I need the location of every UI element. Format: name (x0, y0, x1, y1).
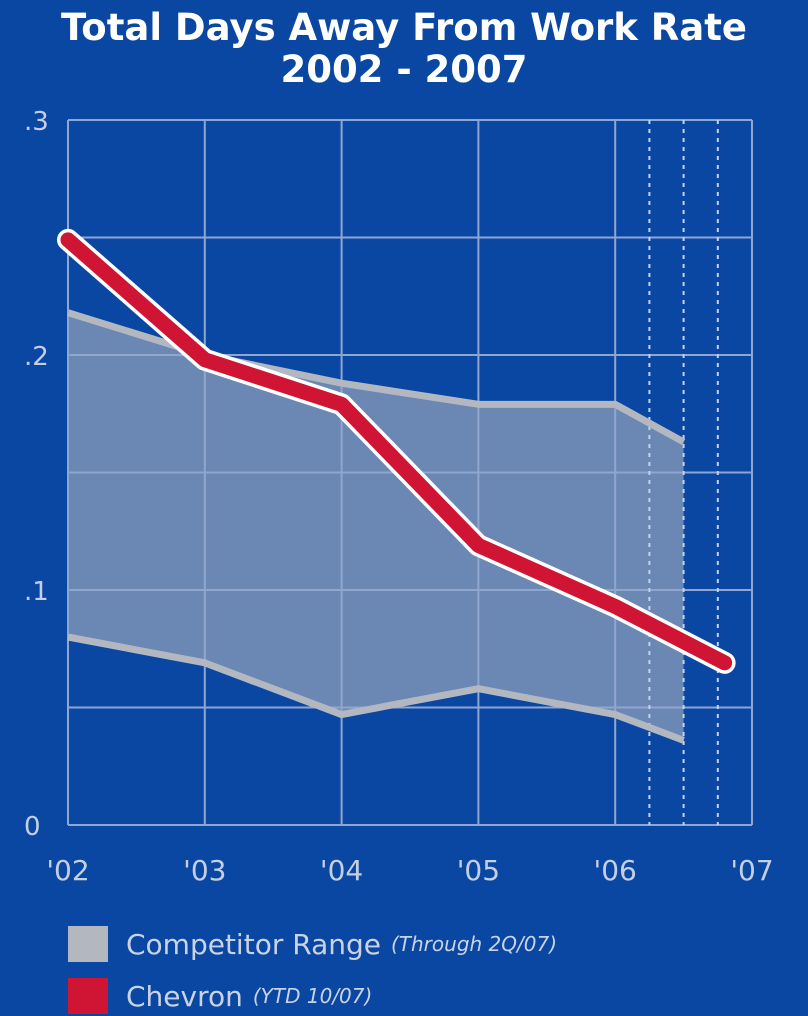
y-tick-label: 0 (24, 812, 41, 842)
competitor-range-swatch (68, 926, 108, 962)
chart-title: Total Days Away From Work Rate (60, 6, 748, 49)
chart-subtitle: 2002 - 2007 (280, 48, 528, 91)
legend-label: Competitor Range (126, 927, 381, 961)
y-tick-label: .3 (24, 107, 49, 137)
x-tick-label: '05 (457, 854, 500, 887)
x-tick-label: '07 (730, 854, 773, 887)
legend-item-chevron: Chevron (YTD 10/07) (68, 976, 372, 1016)
x-tick-label: '03 (183, 854, 226, 887)
legend-item-competitor-range: Competitor Range (Through 2Q/07) (68, 924, 557, 964)
x-tick-label: '06 (594, 854, 637, 887)
x-tick-label: '02 (46, 854, 89, 887)
competitor-range-lower-line (67, 633, 685, 744)
legend-label: Chevron (126, 979, 243, 1013)
chevron-line (60, 232, 733, 671)
y-tick-label: .2 (24, 342, 49, 372)
x-tick-label: '04 (320, 854, 363, 887)
competitor-range-area (68, 312, 684, 741)
y-tick-label: .1 (24, 577, 49, 607)
legend-note: (YTD 10/07) (252, 984, 373, 1008)
legend-note: (Through 2Q/07) (390, 932, 557, 956)
chevron-swatch (68, 978, 108, 1014)
